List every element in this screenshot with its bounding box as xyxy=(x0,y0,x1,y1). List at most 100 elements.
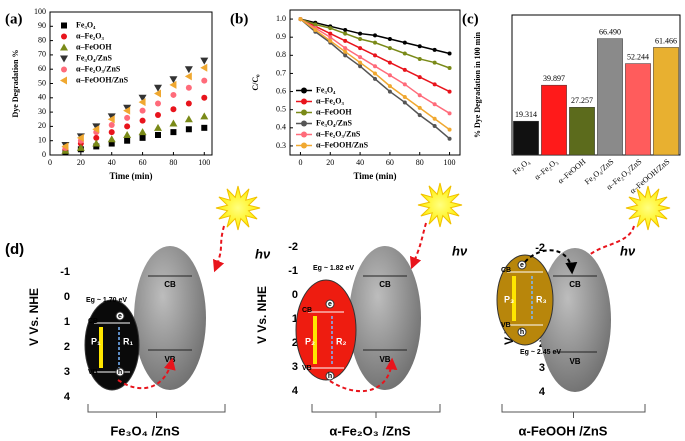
point xyxy=(387,46,392,51)
point xyxy=(447,111,452,116)
marker xyxy=(108,121,115,128)
p-label: P₂ xyxy=(305,336,315,346)
point xyxy=(402,40,407,45)
cb-label: CB xyxy=(164,280,176,289)
point xyxy=(343,31,348,36)
point xyxy=(373,64,377,69)
value-label: 66.490 xyxy=(599,27,621,36)
marker xyxy=(200,63,208,72)
point xyxy=(402,67,407,72)
x-tick-label: Fe₃O₄ xyxy=(511,157,532,176)
x-tick-label: 80 xyxy=(169,158,177,167)
point xyxy=(387,89,392,94)
marker xyxy=(155,100,161,107)
small-vb-label: VB xyxy=(88,369,98,376)
p-bar xyxy=(512,276,516,321)
point xyxy=(358,55,363,60)
axis-tick-label: -2 xyxy=(288,241,298,253)
hv-label: hν xyxy=(255,246,271,261)
y-tick-label: 0.9 xyxy=(276,32,286,41)
x-axis-label: Time (min) xyxy=(353,171,396,181)
y-tick-label: 0.7 xyxy=(276,68,286,77)
x-tick-label: 40 xyxy=(356,158,364,167)
zns-ellipse xyxy=(539,248,611,392)
y-tick-label: 40 xyxy=(38,93,46,102)
cb-label: CB xyxy=(569,280,581,289)
marker xyxy=(185,126,192,133)
hole xyxy=(325,371,335,381)
marker xyxy=(169,119,178,127)
point xyxy=(373,53,377,58)
caption: Fe₃O₄ /ZnS xyxy=(110,423,180,438)
point xyxy=(417,44,422,49)
y-tick-label: 60 xyxy=(38,64,46,73)
axis-tick-label: 4 xyxy=(64,391,71,403)
marker xyxy=(123,106,131,115)
point xyxy=(432,124,437,128)
panel-label: (a) xyxy=(5,11,23,27)
oxide-ellipse xyxy=(496,254,554,346)
legend-marker xyxy=(301,131,307,138)
point xyxy=(358,46,363,51)
bracket xyxy=(311,404,441,418)
y-tick-label: 100 xyxy=(34,7,46,16)
point xyxy=(447,51,452,56)
legend-label: α–FeOOH xyxy=(316,107,352,116)
y-axis-label: C/C₀ xyxy=(251,74,260,91)
point xyxy=(432,82,437,87)
marker xyxy=(184,72,192,81)
point xyxy=(328,26,333,31)
marker xyxy=(201,77,208,84)
point xyxy=(373,40,377,45)
y-tick-label: 30 xyxy=(38,107,46,116)
p-label: P₃ xyxy=(504,294,514,304)
axis-tick-label: 3 xyxy=(64,366,70,378)
value-label: 39.897 xyxy=(543,74,565,83)
point xyxy=(343,49,348,54)
r-label: R₁ xyxy=(123,336,133,346)
bar xyxy=(597,38,623,156)
axis-tick-label: 4 xyxy=(292,385,299,397)
y-tick-label: 0.6 xyxy=(276,86,286,95)
cb-label: CB xyxy=(379,280,391,289)
marker xyxy=(76,133,84,142)
legend-label: Fe₃O₄ xyxy=(316,85,336,94)
marker xyxy=(201,94,208,101)
p-label: P₁ xyxy=(91,336,101,346)
legend-marker xyxy=(61,22,67,29)
electron xyxy=(517,260,527,270)
electron xyxy=(325,299,335,309)
y-tick-label: 0.5 xyxy=(276,105,286,114)
r-label: R₂ xyxy=(336,336,347,346)
y-tick-label: 0.8 xyxy=(276,50,286,59)
point xyxy=(328,35,333,40)
point xyxy=(417,113,422,118)
bracket xyxy=(501,404,646,418)
p-bar xyxy=(313,316,317,364)
hv-label: hν xyxy=(452,243,468,258)
point xyxy=(387,73,392,78)
y-tick-label: 20 xyxy=(38,121,46,130)
axis-tick-label: 3 xyxy=(292,361,298,373)
marker xyxy=(184,66,193,74)
panel-label: (b) xyxy=(230,11,248,27)
legend-label: α–Fe₂O₃ xyxy=(76,31,105,40)
point xyxy=(387,37,392,41)
legend-label: α–FeOOH/ZnS xyxy=(76,75,129,84)
transfer-arrow xyxy=(329,357,398,393)
legend-label: α–Fe₂O₃/ZnS xyxy=(316,129,361,138)
point xyxy=(343,53,348,58)
transfer-arrow xyxy=(524,249,578,275)
marker xyxy=(185,100,192,107)
axis-label: V Vs. NHE xyxy=(255,286,269,344)
marker xyxy=(138,94,147,102)
marker xyxy=(154,84,162,92)
marker xyxy=(124,137,131,144)
plot-frame xyxy=(49,11,213,156)
y-tick-label: 80 xyxy=(38,35,46,44)
marker xyxy=(155,111,161,118)
marker xyxy=(154,89,161,98)
point xyxy=(447,136,452,141)
legend-label: α–FeOOH/ZnS xyxy=(316,140,369,149)
point xyxy=(432,60,437,65)
